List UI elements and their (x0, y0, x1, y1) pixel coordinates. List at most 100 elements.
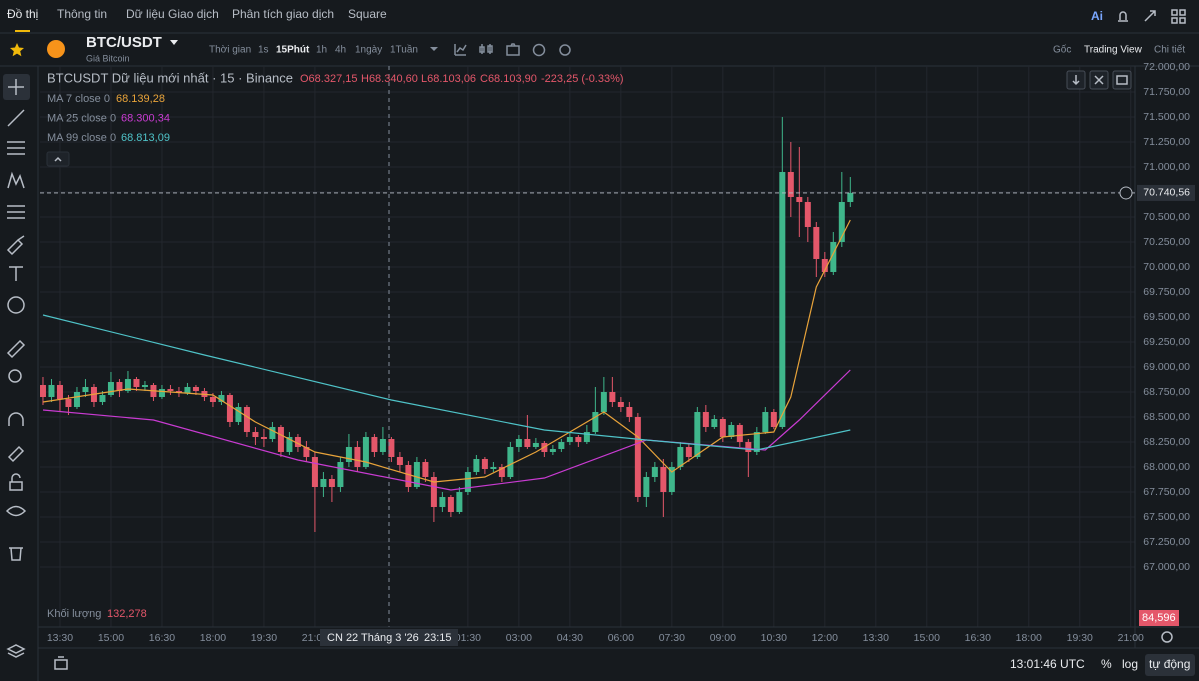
lock-tool[interactable] (9, 473, 23, 491)
candle-body (770, 412, 777, 427)
ohlc-open: O68.327,15 (300, 73, 358, 85)
grid-icon[interactable] (1171, 9, 1186, 24)
symbol[interactable]: BTC/USDT (86, 34, 162, 51)
candle-body (549, 449, 556, 452)
interval[interactable]: 1s (258, 45, 269, 56)
candle-icon[interactable] (479, 44, 493, 54)
settings-icon[interactable] (559, 44, 571, 56)
candle-body (677, 447, 684, 467)
projection-tool[interactable] (7, 205, 25, 219)
candle-body (447, 497, 454, 512)
pattern-tool[interactable] (7, 171, 25, 189)
interval[interactable]: 1h (316, 45, 327, 56)
indicator-icon[interactable] (454, 44, 467, 56)
candle-body (813, 227, 820, 259)
candle-body (643, 477, 650, 497)
candle-body (762, 412, 769, 432)
y-tick-label: 68.250,00 (1143, 436, 1190, 448)
dropdown-caret[interactable] (170, 40, 178, 45)
candle-body (345, 447, 352, 462)
candle-body (821, 259, 828, 272)
nav-tab[interactable]: Thông tin (57, 7, 107, 21)
favorite-star[interactable] (10, 43, 24, 57)
candle-body (532, 443, 539, 447)
candle-body (396, 457, 403, 465)
candle-body (311, 457, 318, 487)
log-toggle[interactable]: log (1122, 657, 1138, 671)
candle-body (787, 172, 794, 197)
y-tick-label: 71.750,00 (1143, 86, 1190, 98)
candle-body (269, 427, 276, 439)
nav-tab[interactable]: Đồ thị (7, 7, 38, 21)
view-link[interactable]: Trading View (1084, 45, 1143, 56)
interval[interactable]: 1Tuần (390, 44, 418, 56)
candle-body (124, 379, 131, 391)
collapse-icon[interactable] (54, 156, 62, 162)
delete-tool[interactable] (9, 547, 23, 561)
candle-body (73, 392, 80, 407)
interval[interactable]: Thời gian (209, 45, 251, 56)
magnet-tool[interactable] (8, 412, 24, 426)
legend: BTCUSDT Dữ liệu mới nhất · 15 · Binance … (46, 70, 1132, 167)
fib-tool[interactable] (7, 141, 25, 155)
interval[interactable]: 1ngày (355, 45, 382, 56)
y-tick-label: 70.000,00 (1143, 261, 1190, 273)
view-link[interactable]: Chi tiết (1154, 44, 1185, 56)
emoji-tool[interactable] (7, 296, 25, 314)
x-tick-label: 18:00 (200, 632, 226, 644)
candle-body (388, 439, 395, 457)
candle-body (745, 442, 752, 452)
price-change: -223,25 (-0.33%) (541, 73, 624, 85)
button-icons (1072, 75, 1128, 86)
interval[interactable]: 15Phút (276, 45, 310, 56)
candle-body (464, 472, 471, 492)
date-range-icon[interactable] (54, 656, 68, 670)
toolbar: BTC/USDT Giá Bitcoin Thời gian 1s 15Phút 1h… (0, 34, 1199, 67)
candle-body (481, 459, 488, 469)
zoom-tool[interactable] (8, 369, 22, 383)
grid (40, 66, 1135, 627)
add-icon[interactable] (532, 43, 546, 57)
candle-body (184, 387, 191, 393)
ruler-tool[interactable] (6, 339, 26, 359)
drawing-tools (3, 66, 39, 681)
interval[interactable]: 4h (335, 45, 346, 56)
expand-icon[interactable] (1144, 10, 1156, 22)
brush-tool[interactable] (6, 235, 25, 256)
ai-button[interactable]: Ai (1091, 9, 1103, 23)
candle-body (235, 407, 242, 422)
axis-settings[interactable] (1161, 631, 1173, 643)
x-tick-label: 01:30 (455, 632, 481, 644)
candle-body (107, 382, 114, 395)
percent-toggle[interactable]: % (1101, 657, 1112, 671)
layers-tool[interactable] (6, 644, 26, 658)
x-tick-label: 07:30 (659, 632, 685, 644)
auto-toggle[interactable]: tự động (1149, 657, 1190, 671)
view-link[interactable]: Gốc (1053, 44, 1071, 56)
bell-icon[interactable] (1118, 11, 1128, 22)
dropdown-caret[interactable] (430, 47, 438, 51)
nav-tab[interactable]: Dữ liệu Giao dịch (126, 7, 219, 21)
crosshair-date: CN 22 Tháng 3 '26 (327, 632, 419, 644)
hide-tool[interactable] (5, 505, 27, 517)
candle-body (379, 439, 386, 452)
candle-body (753, 432, 760, 452)
trendline-tool[interactable] (7, 109, 25, 127)
crosshair-tool[interactable] (8, 79, 24, 95)
axes: 72.000,00 71.750,00 71.500,00 71.250,00 71.0… (47, 61, 1190, 644)
candle-body (600, 392, 607, 412)
ma-line (42, 314, 851, 451)
y-tick-label: 71.250,00 (1143, 136, 1190, 148)
chart-button[interactable] (1112, 70, 1132, 90)
candle-body (252, 432, 259, 437)
stay-drawing-tool[interactable] (7, 445, 25, 463)
candle-body (277, 427, 284, 452)
nav-tab[interactable]: Square (348, 7, 387, 21)
text-tool[interactable] (9, 266, 23, 281)
candle-body (56, 385, 63, 399)
candle-body (354, 447, 361, 467)
plus-button[interactable] (1119, 186, 1133, 200)
camera-icon[interactable] (506, 43, 520, 56)
nav-tab[interactable]: Phân tích giao dịch (232, 7, 334, 21)
